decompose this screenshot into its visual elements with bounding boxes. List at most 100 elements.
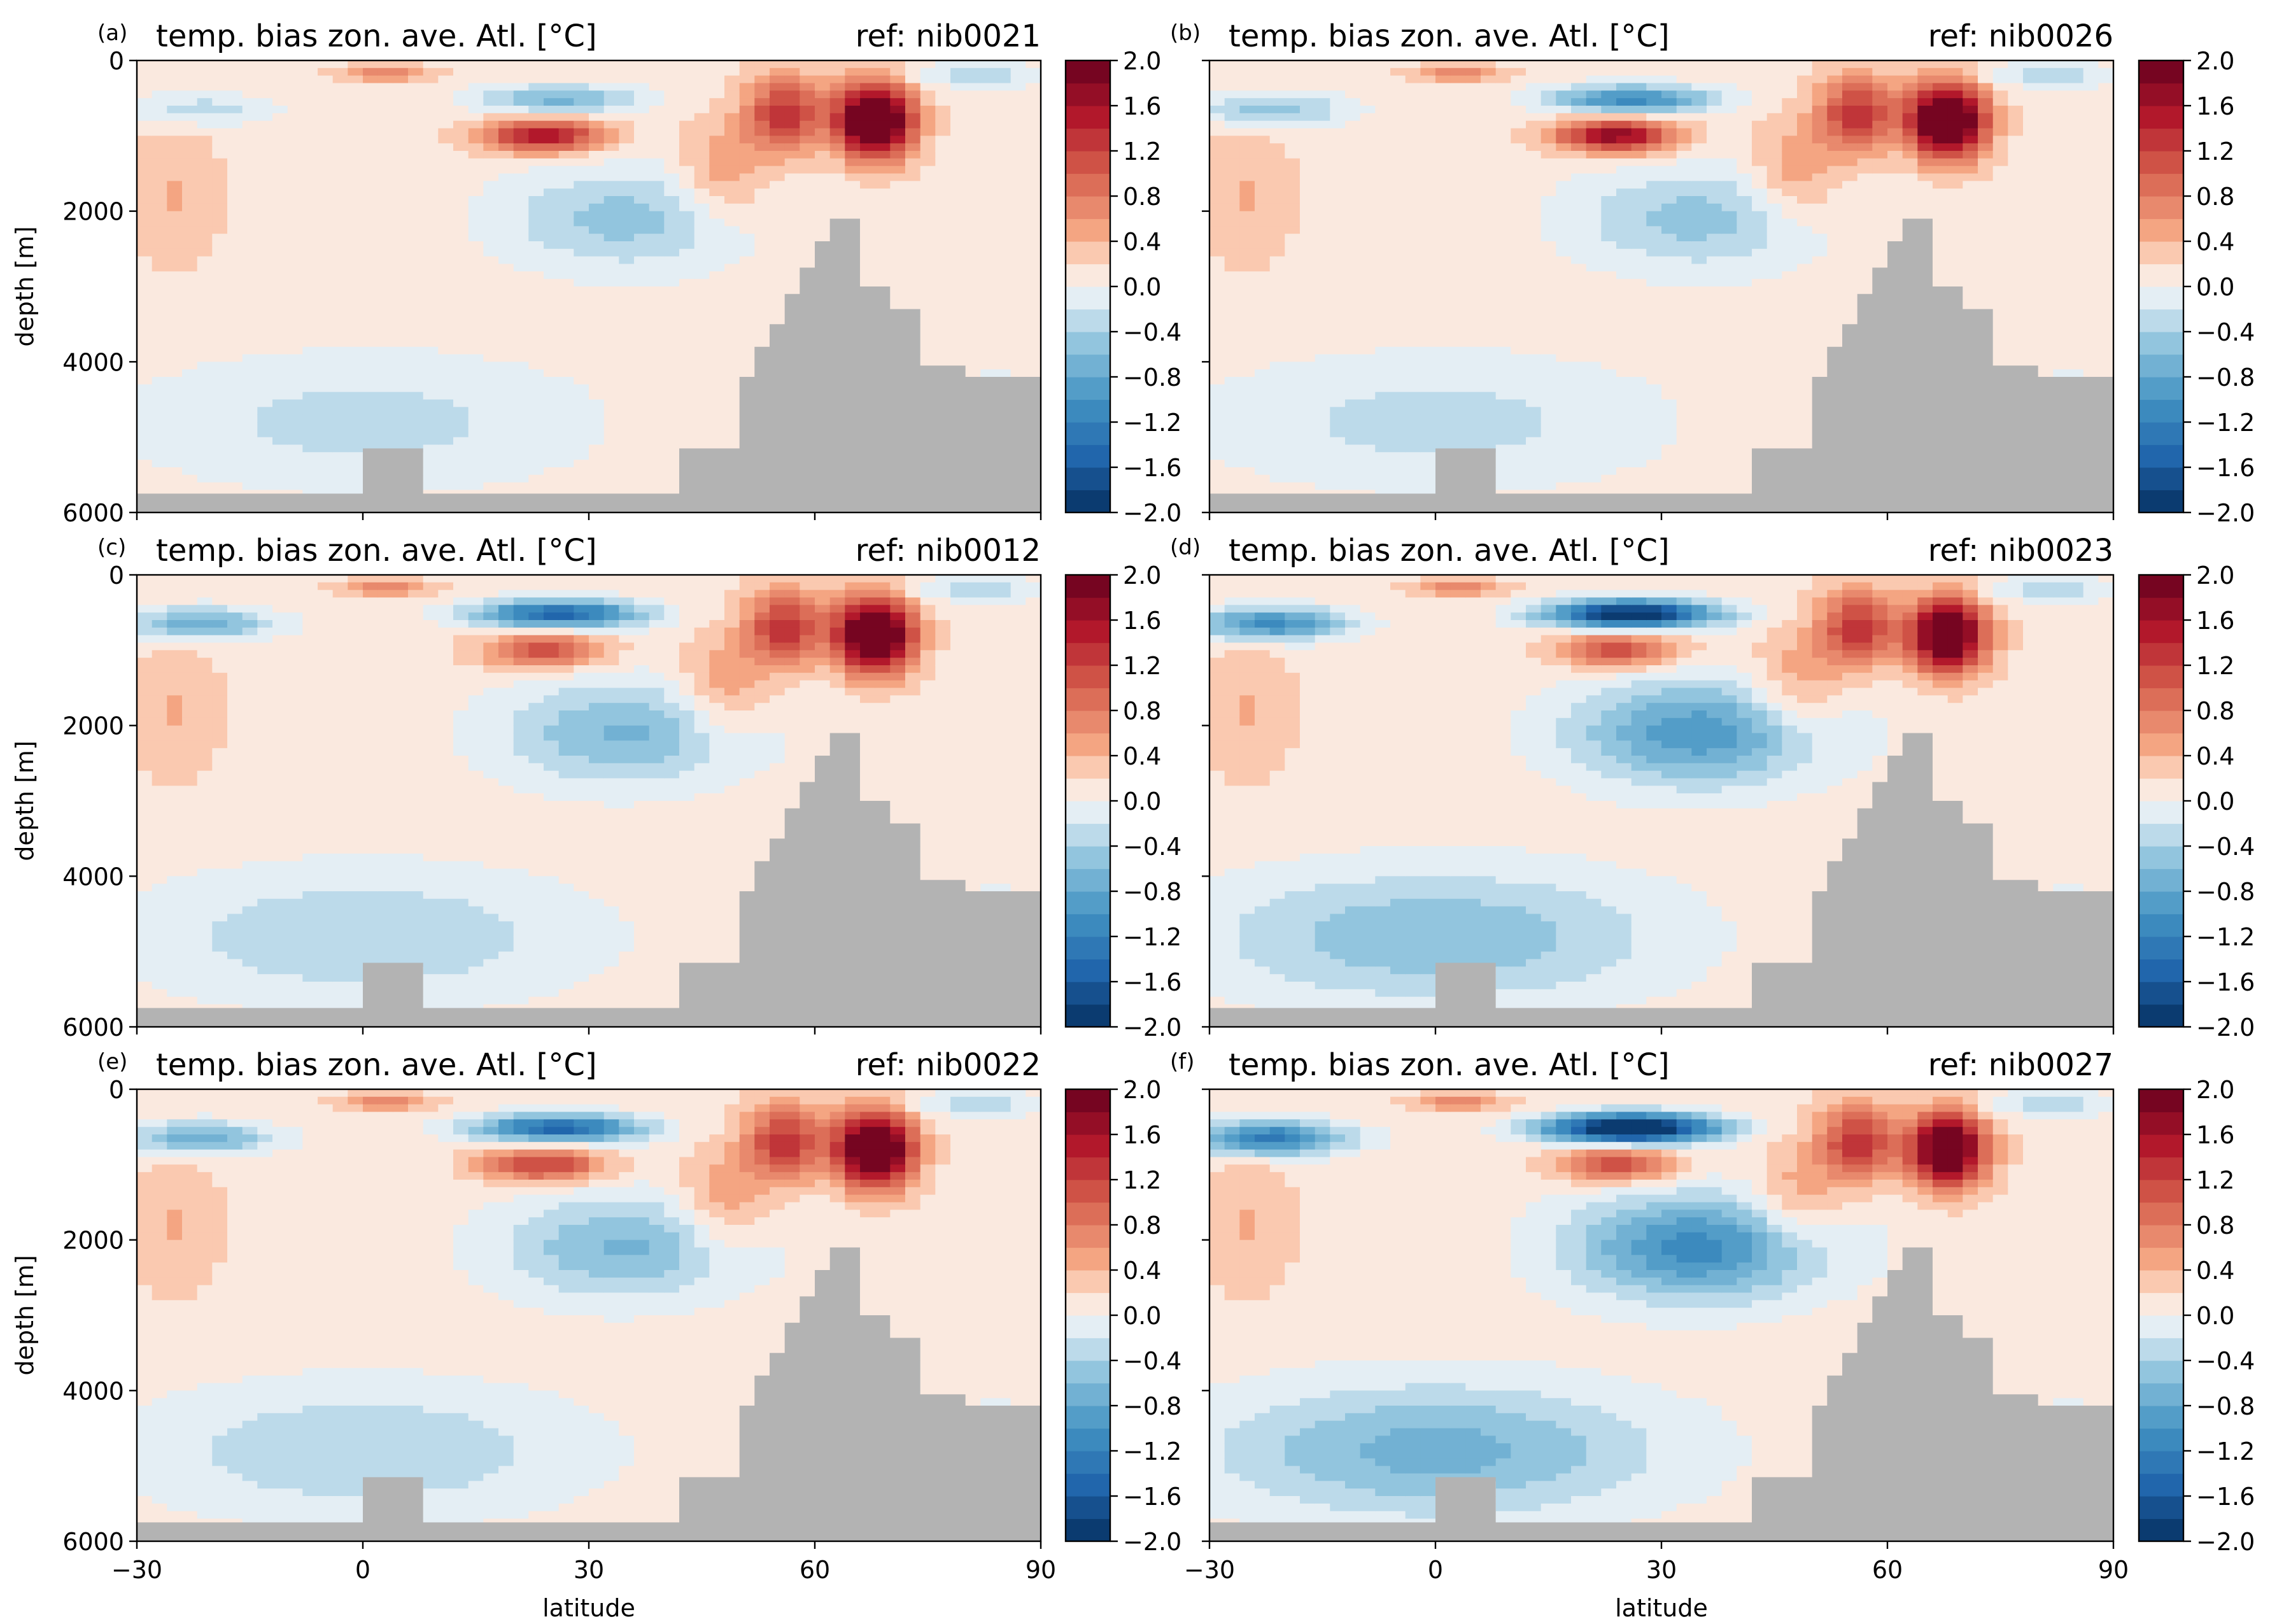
heatmap-cell — [679, 90, 695, 99]
heatmap-cell — [528, 60, 544, 69]
heatmap-cell — [1616, 384, 1632, 393]
heatmap-cell — [1239, 332, 1255, 340]
heatmap-cell — [227, 399, 243, 407]
heatmap-cell — [528, 136, 544, 144]
heatmap-cell — [980, 151, 996, 159]
heatmap-cell — [1330, 429, 1346, 438]
heatmap-cell — [348, 196, 363, 204]
heatmap-cell — [724, 143, 740, 152]
heatmap-cell — [950, 286, 966, 295]
heatmap-cell — [332, 301, 348, 310]
heatmap-cell — [272, 241, 288, 250]
heatmap-cell — [1224, 75, 1240, 84]
heatmap-cell — [634, 120, 650, 129]
heatmap-cell — [197, 399, 213, 407]
heatmap-cell — [694, 241, 710, 250]
heatmap-cell — [634, 414, 650, 423]
heatmap-cell — [1616, 226, 1632, 234]
heatmap-cell — [1209, 482, 1225, 491]
heatmap-cell — [860, 211, 876, 220]
heatmap-cell — [965, 113, 981, 122]
heatmap-cell — [634, 339, 650, 348]
heatmap-cell — [1481, 271, 1497, 279]
heatmap-cell — [1616, 467, 1632, 476]
heatmap-cell — [1707, 106, 1723, 114]
heatmap-cell — [694, 203, 710, 212]
heatmap-cell — [1405, 392, 1421, 400]
heatmap-cell — [318, 151, 334, 159]
heatmap-cell — [1345, 339, 1361, 348]
heatmap-cell — [242, 181, 258, 189]
heatmap-cell — [1435, 143, 1451, 152]
heatmap-cell — [212, 60, 228, 69]
heatmap-cell — [287, 166, 303, 174]
heatmap-cell — [137, 339, 153, 348]
heatmap-cell — [890, 173, 906, 181]
heatmap-cell — [242, 354, 258, 362]
heatmap-cell — [137, 256, 153, 265]
heatmap-cell — [1540, 377, 1556, 385]
heatmap-cell — [302, 286, 318, 295]
heatmap-cell — [1315, 136, 1330, 144]
heatmap-cell — [182, 301, 198, 310]
heatmap-cell — [965, 166, 981, 174]
heatmap-cell — [1360, 362, 1376, 370]
heatmap-cell — [408, 151, 424, 159]
heatmap-cell — [1435, 279, 1451, 287]
heatmap-cell — [468, 256, 484, 265]
heatmap-cell — [649, 384, 665, 393]
heatmap-cell — [1601, 316, 1617, 325]
heatmap-cell — [1556, 181, 1572, 189]
heatmap-cell — [1345, 392, 1361, 400]
heatmap-cell — [1511, 158, 1526, 167]
heatmap-cell — [1010, 166, 1026, 174]
heatmap-cell — [1616, 346, 1632, 355]
heatmap-cell — [408, 226, 424, 234]
heatmap-cell — [1586, 128, 1602, 136]
heatmap-cell — [257, 226, 273, 234]
heatmap-cell — [1481, 60, 1497, 69]
heatmap-cell — [664, 407, 680, 415]
heatmap-cell — [544, 332, 560, 340]
heatmap-cell — [348, 241, 363, 250]
heatmap-cell — [483, 384, 499, 393]
heatmap-cell — [603, 241, 619, 250]
heatmap-cell — [227, 75, 243, 84]
heatmap-cell — [679, 256, 695, 265]
heatmap-cell — [1495, 362, 1511, 370]
heatmap-cell — [1300, 444, 1316, 453]
heatmap-cell — [377, 181, 393, 189]
heatmap-cell — [724, 151, 740, 159]
heatmap-cell — [619, 301, 635, 310]
heatmap-cell — [1300, 354, 1316, 362]
heatmap-cell — [1495, 264, 1511, 272]
heatmap-cell — [393, 407, 409, 415]
heatmap-cell — [1676, 354, 1692, 362]
heatmap-cell — [1526, 407, 1542, 415]
heatmap-cell — [649, 309, 665, 317]
heatmap-cell — [754, 332, 770, 340]
heatmap-cell — [996, 211, 1012, 220]
heatmap-cell — [197, 120, 213, 129]
heatmap-cell — [1375, 271, 1391, 279]
heatmap-cell — [1239, 218, 1255, 227]
heatmap-cell — [1390, 369, 1406, 378]
heatmap-cell — [1255, 60, 1271, 69]
heatmap-cell — [603, 407, 619, 415]
heatmap-cell — [257, 241, 273, 250]
heatmap-cell — [634, 316, 650, 325]
heatmap-cell — [528, 437, 544, 446]
heatmap-cell — [167, 339, 183, 348]
heatmap-cell — [754, 248, 770, 257]
heatmap-cell — [227, 120, 243, 129]
heatmap-cell — [574, 354, 589, 362]
heatmap-cell — [1405, 354, 1421, 362]
heatmap-cell — [1435, 113, 1451, 122]
heatmap-cell — [1707, 173, 1723, 181]
heatmap-cell — [1616, 60, 1632, 69]
heatmap-cell — [709, 264, 725, 272]
heatmap-cell — [212, 362, 228, 370]
heatmap-cell — [1540, 128, 1556, 136]
heatmap-cell — [1239, 422, 1255, 430]
heatmap-cell — [1676, 203, 1692, 212]
